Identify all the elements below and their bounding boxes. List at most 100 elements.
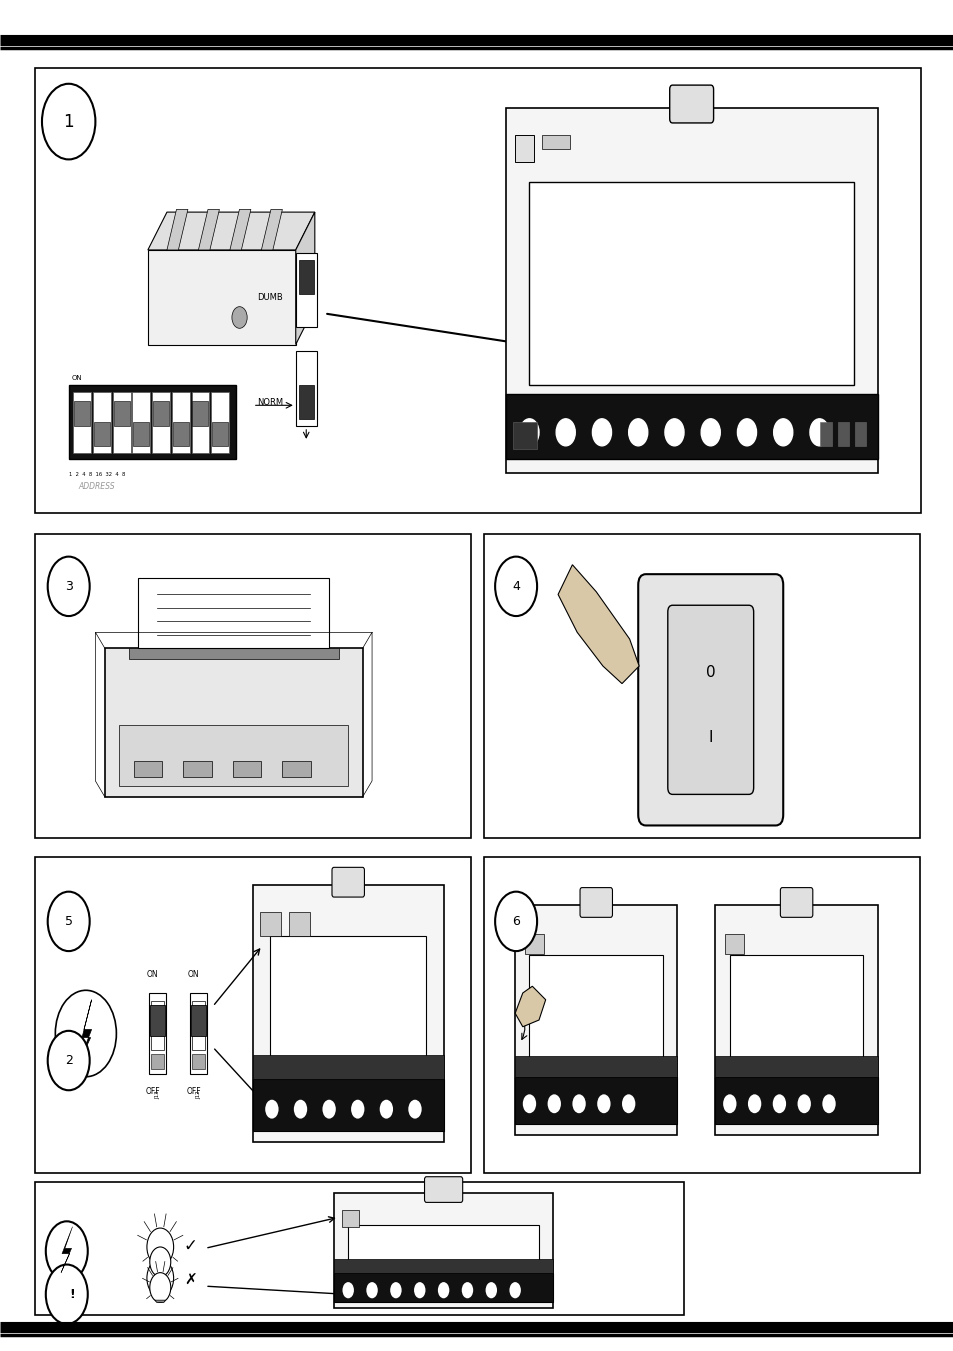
Bar <box>133 422 149 446</box>
Bar <box>190 993 207 1074</box>
Text: 6: 6 <box>512 915 519 928</box>
FancyBboxPatch shape <box>424 1177 462 1202</box>
Text: 0: 0 <box>705 665 715 681</box>
Bar <box>724 934 743 954</box>
Bar <box>298 385 314 419</box>
Bar <box>483 857 919 1173</box>
Bar <box>729 955 862 1070</box>
Bar <box>151 1031 164 1050</box>
Bar <box>260 912 281 936</box>
Bar <box>348 1225 538 1270</box>
Bar <box>151 1001 164 1020</box>
Bar <box>113 401 130 426</box>
Text: 1  2  4  8  16  32  4  8: 1 2 4 8 16 32 4 8 <box>69 471 125 477</box>
Circle shape <box>379 1100 393 1119</box>
Circle shape <box>556 419 575 446</box>
Circle shape <box>48 892 90 951</box>
Bar <box>212 422 228 446</box>
Circle shape <box>597 1094 610 1113</box>
Polygon shape <box>261 209 282 250</box>
FancyBboxPatch shape <box>332 867 364 897</box>
Bar <box>138 578 329 648</box>
Circle shape <box>519 419 538 446</box>
Bar <box>233 761 261 777</box>
Bar <box>253 1079 443 1131</box>
Bar <box>192 1013 205 1028</box>
Circle shape <box>46 1221 88 1281</box>
Bar <box>152 392 170 453</box>
Bar <box>334 1273 553 1302</box>
Bar <box>132 392 150 453</box>
Bar <box>541 135 570 149</box>
Circle shape <box>322 1100 335 1119</box>
Text: ON: ON <box>188 970 199 978</box>
Circle shape <box>664 419 683 446</box>
Bar <box>35 68 920 513</box>
FancyBboxPatch shape <box>191 1005 206 1036</box>
Text: J12: J12 <box>195 1090 201 1098</box>
Circle shape <box>495 557 537 616</box>
Polygon shape <box>558 565 639 684</box>
Circle shape <box>390 1282 401 1298</box>
Bar <box>529 955 662 1070</box>
Text: 1: 1 <box>63 112 74 131</box>
Circle shape <box>737 419 756 446</box>
Circle shape <box>351 1100 364 1119</box>
Bar <box>74 401 91 426</box>
Bar <box>193 401 208 426</box>
Polygon shape <box>295 212 314 345</box>
FancyBboxPatch shape <box>638 574 782 825</box>
Circle shape <box>55 990 116 1077</box>
Polygon shape <box>154 1300 166 1302</box>
Text: OFF: OFF <box>145 1088 160 1096</box>
Text: ✓: ✓ <box>184 1236 197 1255</box>
Bar <box>94 422 110 446</box>
Text: ✗: ✗ <box>184 1273 197 1289</box>
Circle shape <box>461 1282 473 1298</box>
Bar <box>854 422 865 446</box>
Bar <box>192 392 209 453</box>
Bar <box>715 905 877 1135</box>
Bar <box>715 1077 877 1124</box>
Bar <box>505 108 877 473</box>
Bar <box>151 1054 164 1069</box>
Circle shape <box>366 1282 377 1298</box>
Bar <box>105 648 362 797</box>
Bar <box>183 761 212 777</box>
Circle shape <box>572 1094 585 1113</box>
Bar <box>69 385 235 459</box>
Circle shape <box>621 1094 635 1113</box>
Circle shape <box>150 1247 171 1277</box>
Text: J13: J13 <box>154 1090 160 1098</box>
Bar <box>133 761 162 777</box>
Bar <box>295 253 316 327</box>
Bar <box>270 936 426 1071</box>
Circle shape <box>232 307 247 328</box>
Bar <box>820 422 831 446</box>
Bar <box>282 761 311 777</box>
Bar <box>172 422 189 446</box>
Text: 5: 5 <box>65 915 72 928</box>
Bar <box>295 351 316 426</box>
Circle shape <box>150 1273 171 1302</box>
Bar <box>151 1013 164 1028</box>
Bar <box>192 1001 205 1020</box>
Bar <box>513 422 537 449</box>
Bar <box>211 392 229 453</box>
Bar <box>505 394 877 459</box>
Polygon shape <box>153 1263 167 1266</box>
Text: ON: ON <box>71 374 82 381</box>
Circle shape <box>147 1259 173 1297</box>
Bar <box>253 885 443 1142</box>
FancyBboxPatch shape <box>667 605 753 794</box>
Circle shape <box>147 1228 173 1266</box>
Text: NORM: NORM <box>257 399 283 407</box>
Circle shape <box>809 419 828 446</box>
Circle shape <box>773 419 792 446</box>
Circle shape <box>821 1094 835 1113</box>
Bar <box>149 993 166 1074</box>
Bar <box>334 1259 553 1273</box>
Bar <box>483 534 919 838</box>
Circle shape <box>408 1100 421 1119</box>
Bar <box>35 1182 683 1315</box>
